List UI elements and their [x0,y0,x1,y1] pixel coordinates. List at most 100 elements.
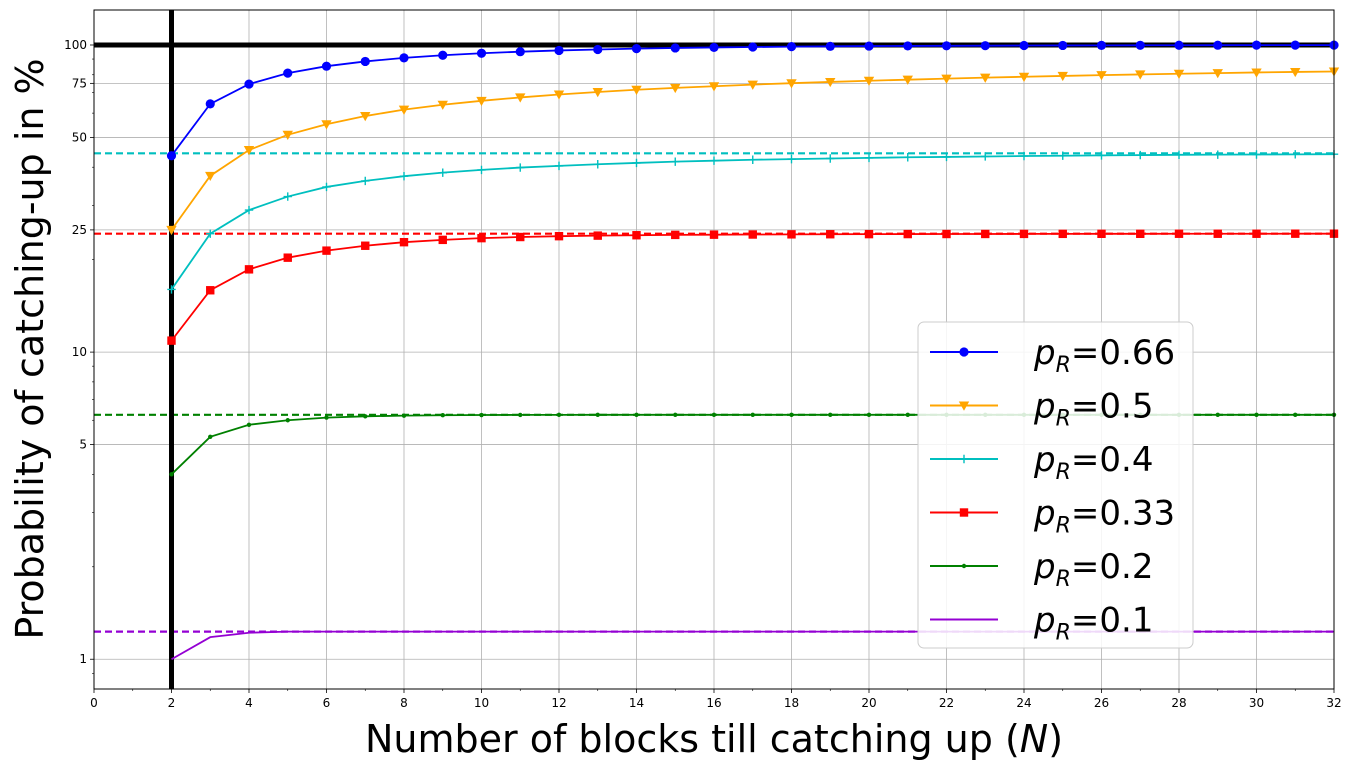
data-point [437,100,448,110]
data-point [167,285,176,294]
data-point [709,156,719,165]
data-point [1174,229,1184,238]
data-point [747,80,758,90]
data-point [283,253,292,262]
series-line [170,70,1335,231]
legend-item: pR=0.33 [930,494,1175,539]
data-point [941,41,952,51]
data-point [476,96,487,107]
data-point [283,68,293,78]
data-point [866,412,872,418]
data-point [750,412,755,418]
data-point [902,75,913,85]
data-point [440,413,445,418]
data-point [244,265,254,274]
legend-item: pR=0.4 [930,440,1153,485]
series-group [166,40,1340,661]
data-point [1058,229,1067,239]
data-point [905,412,910,418]
data-point [1018,72,1030,82]
data-point [748,42,758,52]
data-point [1136,150,1145,160]
data-point [903,153,912,162]
x-tick-label: 26 [1094,696,1109,710]
x-tick-label: 12 [551,696,566,710]
data-point [556,412,562,418]
data-point [554,45,564,56]
y-axis-title: Probability of catching-up in % [8,58,52,639]
data-point [322,246,331,255]
x-tick-label: 28 [1171,696,1186,710]
data-point [554,231,564,241]
data-point [361,241,370,250]
data-point [631,85,642,95]
data-point [1136,229,1145,238]
data-point [670,83,681,94]
x-tick-label: 8 [400,696,408,710]
data-point [1252,150,1261,159]
data-point [438,168,447,177]
data-point [282,130,293,141]
data-point [1215,412,1220,418]
legend: pR=0.66 pR=0.5 pR=0.4 pR=0.33 pR=0.2 pR=0.1 [917,321,1194,649]
data-point [553,90,565,100]
legend-item: pR=0.66 [930,333,1175,378]
data-point [632,231,641,240]
data-point [321,120,332,130]
data-point [479,412,484,418]
data-point [398,105,410,115]
y-tick-label: 5 [79,438,87,452]
data-point [828,412,833,418]
data-point [166,151,177,161]
data-point [864,41,874,51]
data-point [1097,229,1106,238]
x-tick-label: 10 [474,696,489,710]
data-point [1290,67,1301,78]
data-point [1135,70,1146,80]
x-tick-label: 14 [629,696,644,710]
legend-marker [958,401,970,411]
x-axis-title: Number of blocks till catching up (N) [365,717,1063,761]
data-point [1251,68,1262,78]
x-tick-label: 20 [861,696,876,710]
data-point [981,229,990,239]
data-point [826,154,835,163]
data-point [903,229,912,239]
data-point [244,79,254,89]
data-point [709,230,719,239]
data-point [1212,69,1223,79]
data-point [206,229,215,238]
data-point [671,230,680,240]
data-point [1291,229,1300,238]
data-point [477,233,486,243]
data-point [1213,150,1222,159]
data-point [825,41,835,51]
x-tick-label: 32 [1326,696,1341,710]
x-tick-label: 22 [939,696,954,710]
data-point [321,61,332,71]
x-tick-label: 18 [784,696,799,710]
legend-item: pR=0.1 [930,601,1153,646]
y-tick-label: 75 [72,76,87,90]
data-point [1291,150,1300,159]
data-point [169,472,174,477]
data-point [1290,40,1300,50]
data-point [167,336,176,345]
data-point [825,77,836,88]
data-point [363,414,368,419]
data-point [399,53,409,63]
data-point [863,76,875,86]
x-tick-label: 16 [706,696,721,710]
legend-marker [959,347,969,357]
data-point [1174,40,1184,50]
data-point [1174,150,1184,160]
data-point [477,165,486,175]
data-point [1019,40,1029,51]
data-point [673,412,678,418]
data-point [1058,40,1068,51]
data-point [399,237,409,247]
data-point [244,205,254,215]
data-point [208,434,213,439]
data-point [243,146,255,156]
data-point [942,229,951,239]
